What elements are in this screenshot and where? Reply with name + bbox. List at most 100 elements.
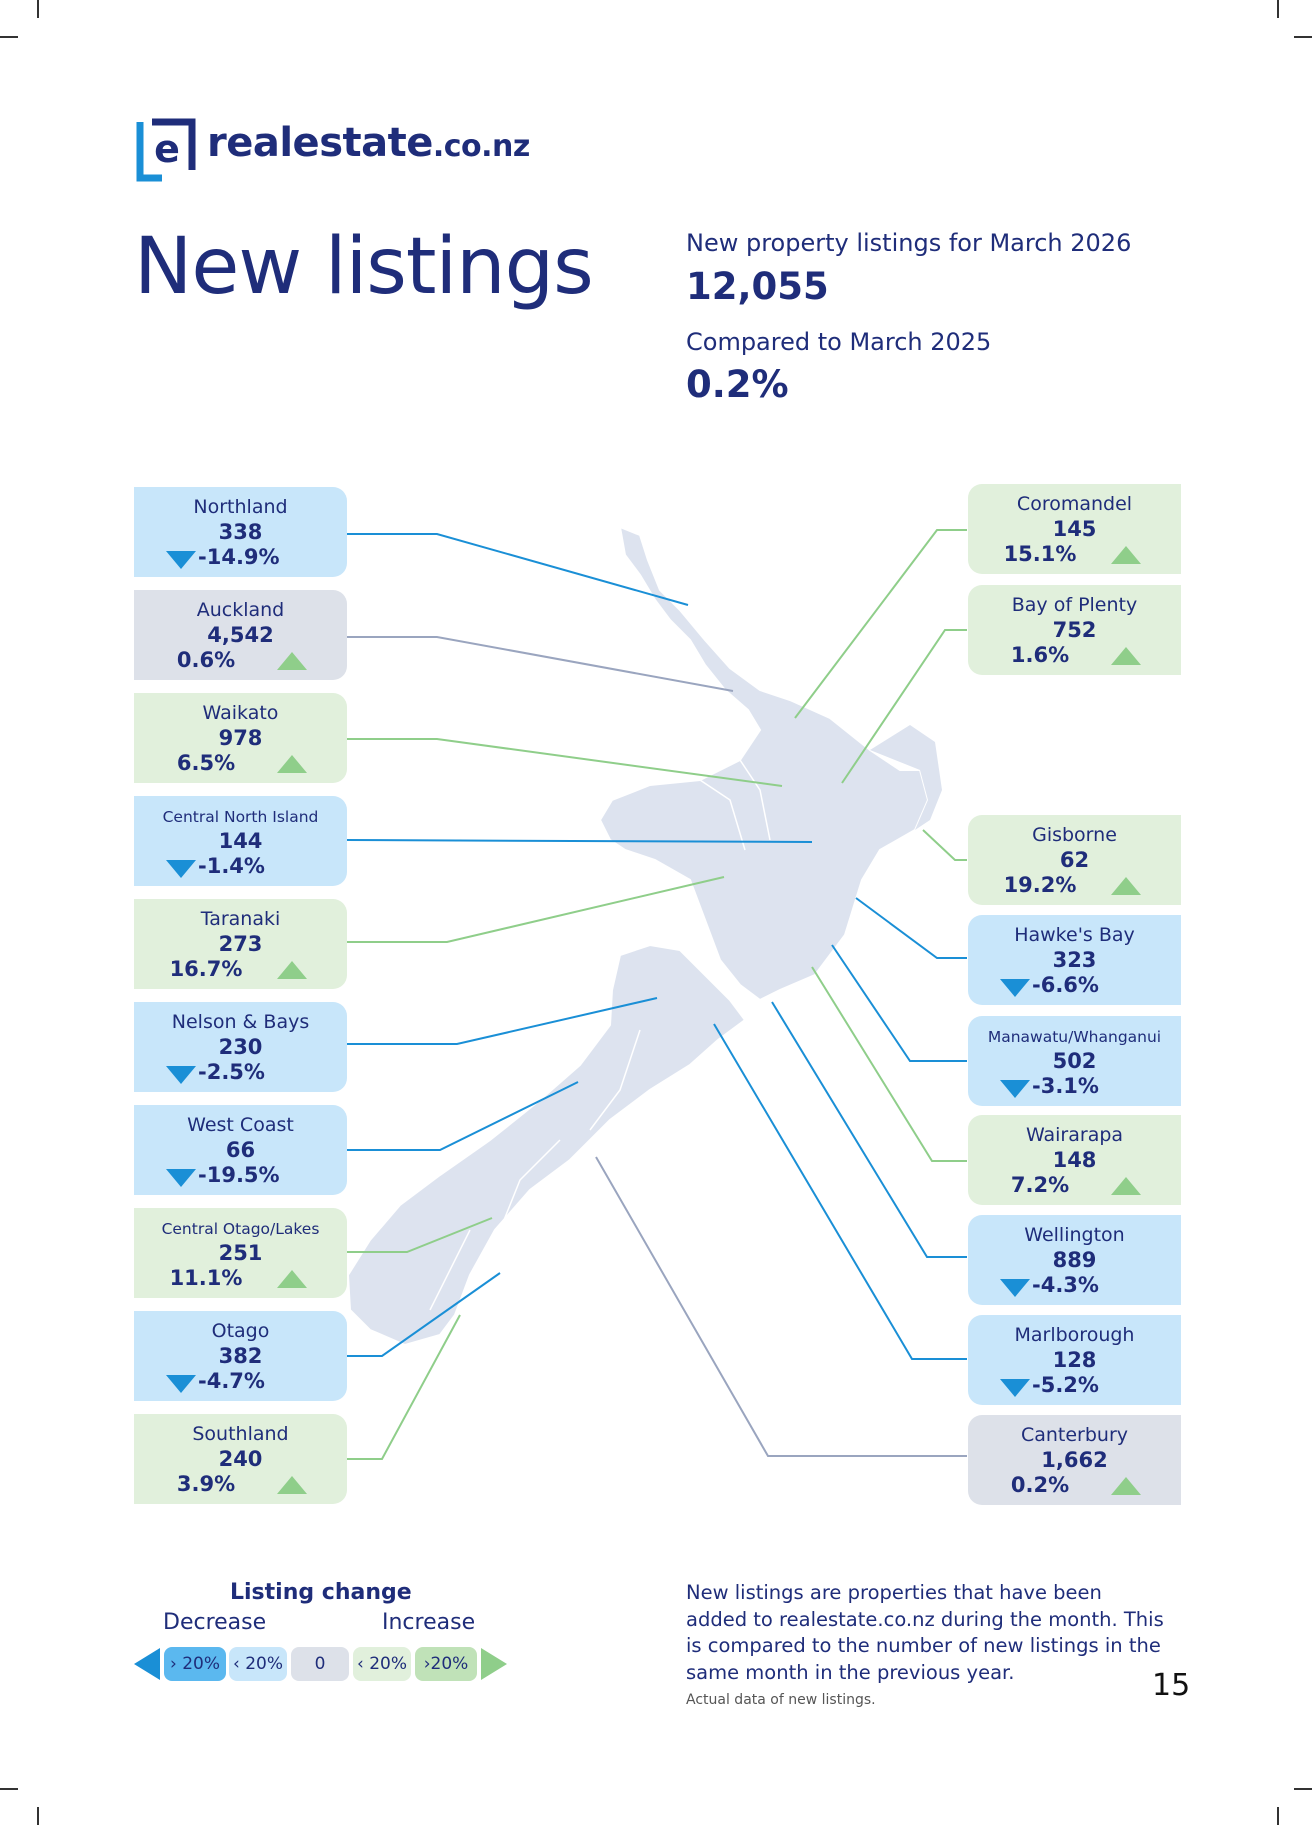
region-value: 230 xyxy=(218,1035,263,1059)
decrease-arrow-icon xyxy=(1000,979,1030,997)
region-value: 251 xyxy=(218,1241,263,1265)
compare-value: 0.2% xyxy=(686,363,789,406)
region-change: -2.5% xyxy=(198,1060,265,1084)
listings-value: 12,055 xyxy=(686,265,829,308)
legend-left-arrow-icon xyxy=(134,1648,160,1680)
connector-nelson xyxy=(347,997,658,1045)
page-title: New listings xyxy=(134,222,594,312)
north-island-shape xyxy=(598,525,930,1002)
crop-mark xyxy=(1277,0,1279,18)
decrease-arrow-icon xyxy=(1000,1080,1030,1098)
region-name: Canterbury xyxy=(1020,1424,1129,1446)
legend-right-arrow-icon xyxy=(481,1648,507,1680)
region-card: Waikato 978 6.5% xyxy=(134,693,347,783)
region-value: 323 xyxy=(1052,948,1097,972)
region-card: Wairarapa 148 7.2% xyxy=(968,1115,1181,1205)
connector-northland xyxy=(347,533,689,606)
footnote-small: Actual data of new listings. xyxy=(686,1692,876,1708)
region-name: Marlborough xyxy=(1014,1324,1135,1346)
region-value: 1,662 xyxy=(1041,1448,1108,1472)
region-name: Manawatu/Whanganui xyxy=(987,1028,1162,1046)
decrease-arrow-icon xyxy=(166,1375,196,1393)
region-change: 0.6% xyxy=(176,648,236,672)
region-change: 11.1% xyxy=(169,1266,243,1290)
region-change: 1.6% xyxy=(1010,643,1070,667)
connector-west-coast xyxy=(347,1081,579,1151)
region-card: Coromandel 145 15.1% xyxy=(968,484,1181,574)
region-name: Taranaki xyxy=(200,908,281,930)
increase-arrow-icon xyxy=(277,1476,307,1494)
region-name: Auckland xyxy=(196,599,285,621)
region-card: Northland 338 -14.9% xyxy=(134,487,347,577)
connector-marlborough xyxy=(713,1023,967,1360)
region-value: 148 xyxy=(1052,1148,1097,1172)
north-island-east-cape xyxy=(870,725,942,830)
region-card: Hawke's Bay 323 -6.6% xyxy=(968,915,1181,1005)
region-value: 240 xyxy=(218,1447,263,1471)
region-card: Central North Island 144 -1.4% xyxy=(134,796,347,886)
crop-mark xyxy=(37,1807,39,1825)
region-change: 3.9% xyxy=(176,1472,236,1496)
region-name: Otago xyxy=(211,1320,270,1342)
region-value: 144 xyxy=(218,829,263,853)
region-change: -1.4% xyxy=(198,854,265,878)
decrease-arrow-icon xyxy=(166,551,196,569)
legend-scale-item: ‹ 20% xyxy=(229,1647,287,1681)
legend-increase-label: Increase xyxy=(382,1610,476,1635)
decrease-arrow-icon xyxy=(1000,1279,1030,1297)
crop-mark xyxy=(0,1788,18,1790)
decrease-arrow-icon xyxy=(166,1066,196,1084)
region-value: 273 xyxy=(218,932,263,956)
region-change: -4.7% xyxy=(198,1369,265,1393)
region-change: -5.2% xyxy=(1032,1373,1099,1397)
connector-bay-of-plenty xyxy=(841,629,967,784)
region-card: West Coast 66 -19.5% xyxy=(134,1105,347,1195)
crop-mark xyxy=(37,0,39,18)
region-change: -4.3% xyxy=(1032,1273,1099,1297)
crop-mark xyxy=(1277,1807,1279,1825)
region-change: 7.2% xyxy=(1010,1173,1070,1197)
region-card: Gisborne 62 19.2% xyxy=(968,815,1181,905)
increase-arrow-icon xyxy=(1111,647,1141,665)
connector-wairarapa xyxy=(811,966,967,1162)
region-card: Nelson & Bays 230 -2.5% xyxy=(134,1002,347,1092)
decrease-arrow-icon xyxy=(1000,1379,1030,1397)
legend-scale-item: ‹ 20% xyxy=(353,1647,411,1681)
increase-arrow-icon xyxy=(1111,877,1141,895)
region-card: Central Otago/Lakes 251 11.1% xyxy=(134,1208,347,1298)
connector-waikato xyxy=(347,738,783,787)
region-name: Gisborne xyxy=(1032,824,1117,846)
increase-arrow-icon xyxy=(277,961,307,979)
brand-name-main: realestate xyxy=(207,120,433,166)
region-name: Waikato xyxy=(202,702,279,724)
region-name: West Coast xyxy=(187,1114,294,1136)
region-name: Wairarapa xyxy=(1025,1124,1124,1146)
crop-mark xyxy=(0,36,18,38)
page-number: 15 xyxy=(1152,1668,1191,1703)
region-card: Canterbury 1,662 0.2% xyxy=(968,1415,1181,1505)
connector-otago xyxy=(347,1272,501,1357)
region-value: 978 xyxy=(218,726,263,750)
region-change: 15.1% xyxy=(1003,542,1077,566)
brand-name: realestate.co.nz xyxy=(207,120,530,166)
region-change: -14.9% xyxy=(198,545,280,569)
region-name: Southland xyxy=(192,1423,289,1445)
legend-scale-item: ›20% xyxy=(415,1647,477,1681)
region-value: 62 xyxy=(1059,848,1090,872)
region-card: Auckland 4,542 0.6% xyxy=(134,590,347,680)
connector-coromandel xyxy=(794,529,967,719)
increase-arrow-icon xyxy=(277,755,307,773)
region-name: Central Otago/Lakes xyxy=(161,1220,320,1238)
region-name: Northland xyxy=(193,496,288,518)
south-island-shape xyxy=(346,943,747,1347)
region-change: 6.5% xyxy=(176,751,236,775)
region-card: Taranaki 273 16.7% xyxy=(134,899,347,989)
region-card: Manawatu/Whanganui 502 -3.1% xyxy=(968,1016,1181,1106)
connector-hawkes-bay xyxy=(855,897,967,959)
legend-decrease-label: Decrease xyxy=(163,1610,267,1635)
region-name: Central North Island xyxy=(162,808,319,826)
increase-arrow-icon xyxy=(1111,1177,1141,1195)
region-value: 502 xyxy=(1052,1049,1097,1073)
region-value: 128 xyxy=(1052,1348,1097,1372)
region-value: 4,542 xyxy=(207,623,274,647)
